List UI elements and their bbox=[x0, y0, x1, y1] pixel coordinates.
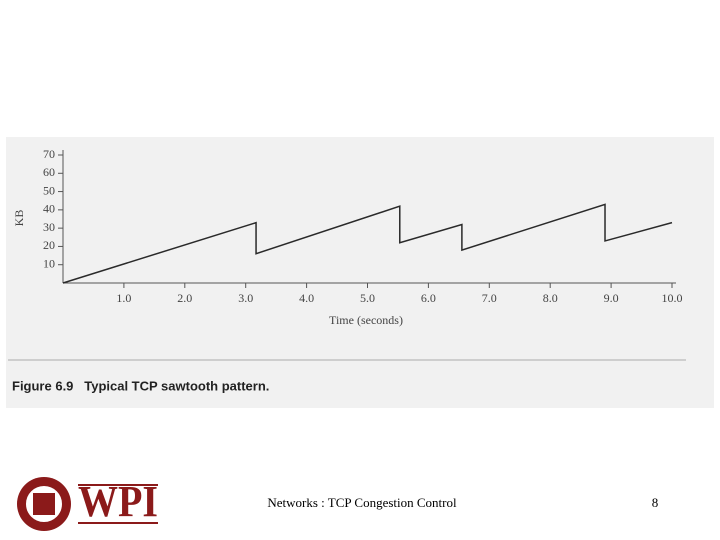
y-tick-label: 70 bbox=[43, 147, 55, 161]
x-tick-label: 4.0 bbox=[299, 291, 314, 305]
y-axis-label: KB bbox=[12, 210, 26, 227]
x-tick-label: 3.0 bbox=[238, 291, 253, 305]
y-tick-label: 30 bbox=[43, 220, 55, 234]
x-axis-label: Time (seconds) bbox=[329, 313, 403, 327]
line-series bbox=[62, 203, 673, 284]
x-tick-label: 10.0 bbox=[662, 291, 683, 305]
wpi-logo: WPI bbox=[17, 477, 158, 531]
logo-text: WPI bbox=[78, 477, 158, 526]
y-tick-label: 20 bbox=[43, 238, 55, 252]
seal-shield bbox=[33, 493, 55, 515]
y-tick-label: 60 bbox=[43, 165, 55, 179]
x-tick-label: 1.0 bbox=[116, 291, 131, 305]
y-tick-label: 40 bbox=[43, 202, 55, 216]
x-tick-label: 7.0 bbox=[482, 291, 497, 305]
page-number: 8 bbox=[652, 495, 659, 510]
x-tick-label: 8.0 bbox=[543, 291, 558, 305]
scan-background bbox=[6, 137, 714, 408]
y-tick-label: 10 bbox=[43, 256, 55, 270]
x-tick-label: 9.0 bbox=[604, 291, 619, 305]
x-tick-label: 2.0 bbox=[177, 291, 192, 305]
y-tick-label: 50 bbox=[43, 183, 55, 197]
footer-text: Networks : TCP Congestion Control bbox=[267, 495, 457, 510]
x-tick-label: 6.0 bbox=[421, 291, 436, 305]
x-tick-label: 5.0 bbox=[360, 291, 375, 305]
caption: Figure 6.9 Typical TCP sawtooth pattern. bbox=[12, 378, 269, 393]
